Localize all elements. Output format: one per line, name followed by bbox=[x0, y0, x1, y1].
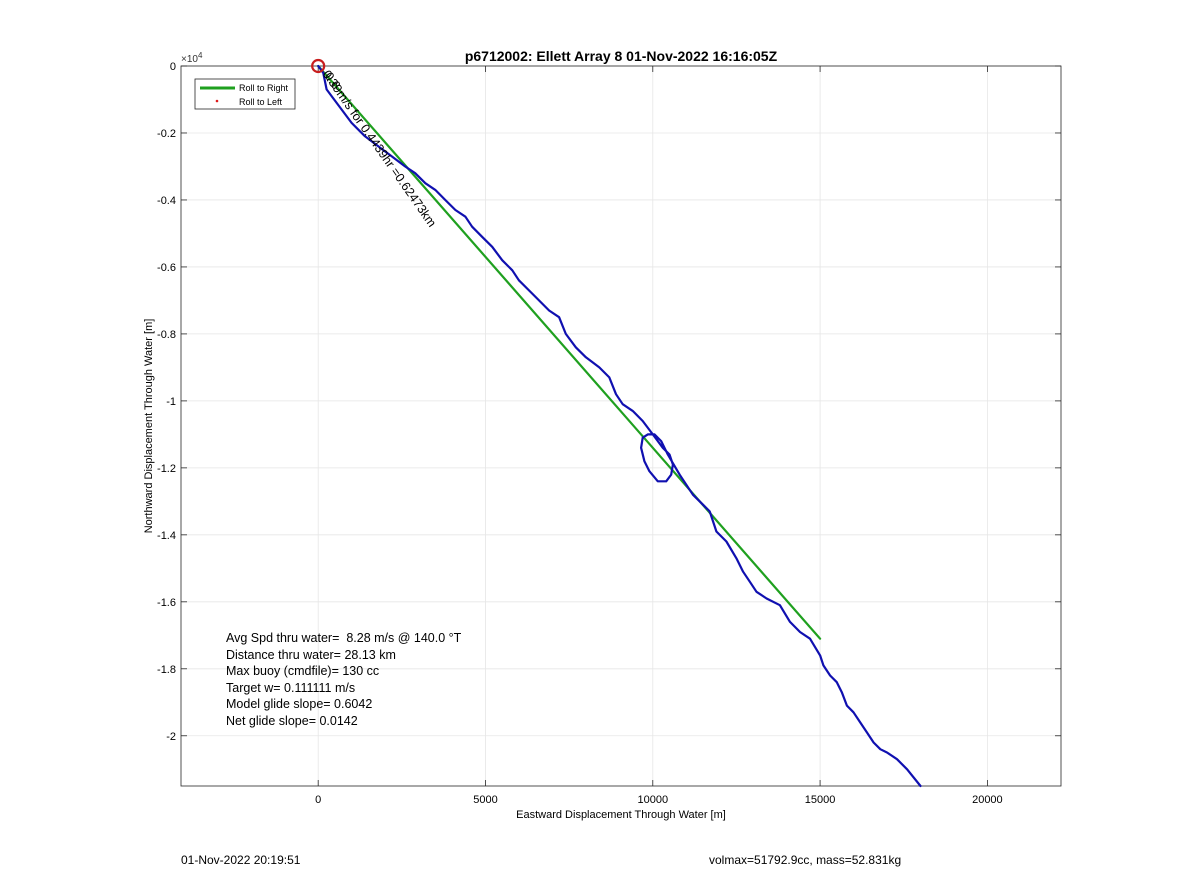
y-exponent-power: 4 bbox=[198, 51, 203, 60]
y-tick-label: -1.4 bbox=[157, 530, 176, 542]
y-tick-label: -1.6 bbox=[157, 597, 176, 609]
legend: Roll to Right Roll to Left bbox=[194, 78, 296, 110]
x-tick-label: 20000 bbox=[972, 794, 1003, 806]
start-marker-circle bbox=[311, 58, 326, 74]
x-tick-label: 0 bbox=[315, 794, 321, 806]
start-marker bbox=[311, 58, 326, 74]
y-tick-label: -0.6 bbox=[157, 262, 176, 274]
track-annotation: 0.39m/s for 0.4439hr =0.62473km bbox=[320, 68, 439, 230]
stats-max-buoy: Max buoy (cmdfile)= 130 cc bbox=[226, 664, 380, 679]
footer-timestamp: 01-Nov-2022 20:19:51 bbox=[181, 853, 301, 867]
stats-net-glide: Net glide slope= 0.0142 bbox=[226, 713, 358, 728]
y-tick-label: -1.2 bbox=[157, 463, 176, 475]
series-roll-right-line bbox=[317, 64, 822, 640]
y-exponent-label: ×104 bbox=[181, 51, 203, 65]
y-tick-label: -1 bbox=[166, 396, 176, 408]
y-axis: 0 -0.2 -0.4 -0.6 -0.8 -1 -1.2 -1.4 -1.6 -1.8 -2 bbox=[157, 61, 1061, 743]
y-tick-label: -0.4 bbox=[157, 195, 176, 207]
x-tick-label: 5000 bbox=[473, 794, 497, 806]
x-axis: 0 5000 10000 15000 20000 bbox=[315, 66, 1003, 806]
legend-box bbox=[194, 78, 296, 110]
stats-target-w: Target w= 0.111111 m/s bbox=[226, 680, 356, 695]
y-tick-label: -2 bbox=[166, 731, 176, 743]
stats-block: Avg Spd thru water= 8.28 m/s @ 140.0 °T … bbox=[226, 630, 461, 730]
footer-volmass: volmax=51792.9cc, mass=52.831kg bbox=[709, 853, 902, 867]
stats-avg-speed: Avg Spd thru water= 8.28 m/s @ 140.0 °T bbox=[226, 631, 462, 645]
series-layer bbox=[317, 64, 922, 788]
y-tick-label: -0.8 bbox=[157, 329, 176, 341]
y-tick-label: 0 bbox=[170, 61, 176, 73]
x-axis-label: Eastward Displacement Through Water [m] bbox=[516, 809, 726, 821]
chart-title: p6712002: Ellett Array 8 01-Nov-2022 16:… bbox=[465, 48, 778, 64]
legend-label-roll-right: Roll to Right bbox=[239, 83, 289, 93]
stats-distance: Distance thru water= 28.13 km bbox=[226, 647, 396, 662]
series-track-line bbox=[317, 64, 922, 788]
legend-label-roll-left: Roll to Left bbox=[239, 97, 283, 107]
x-tick-label: 10000 bbox=[637, 794, 668, 806]
y-axis-label: Northward Displacement Through Water [m] bbox=[143, 319, 155, 534]
y-exponent-base: ×10 bbox=[181, 54, 198, 65]
y-tick-label: -0.2 bbox=[157, 128, 176, 140]
legend-marker-roll-left bbox=[215, 99, 219, 103]
stats-model-glide: Model glide slope= 0.6042 bbox=[226, 697, 373, 712]
x-tick-label: 15000 bbox=[805, 794, 836, 806]
plot-area-frame bbox=[180, 65, 1062, 787]
y-tick-label: -1.8 bbox=[157, 664, 176, 676]
